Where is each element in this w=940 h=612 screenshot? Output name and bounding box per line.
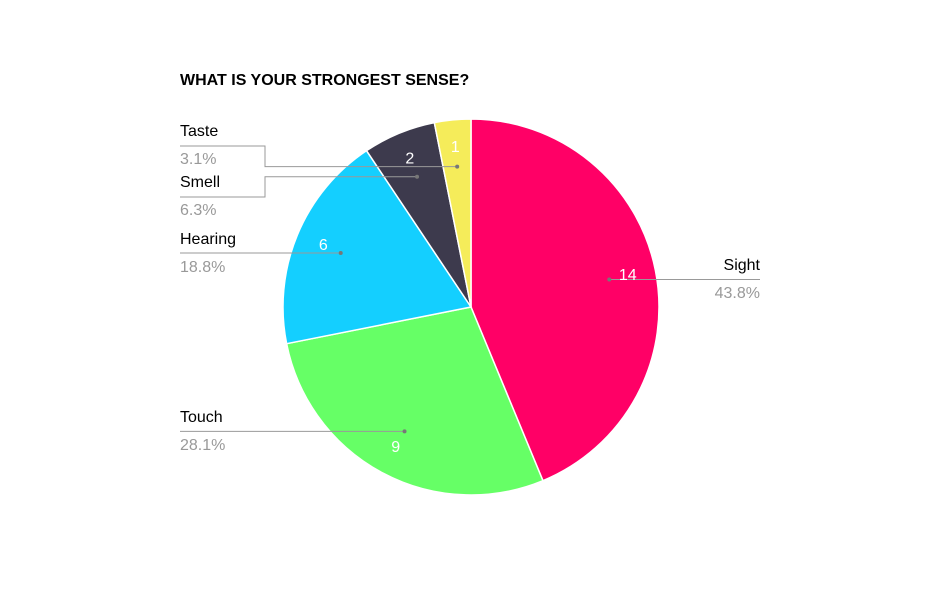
leader-dot (455, 164, 460, 169)
percent-label: 3.1% (180, 151, 216, 168)
leader-dot (338, 251, 343, 256)
pie-slice (433, 118, 472, 308)
category-label: Touch (180, 409, 223, 426)
value-label: 1 (451, 139, 460, 156)
leader-dot (402, 429, 407, 434)
leader-line (180, 176, 418, 198)
category-label: Taste (180, 123, 218, 140)
percent-label: 28.1% (180, 437, 225, 454)
category-label: Sight (724, 257, 761, 274)
pie-slice (470, 118, 660, 482)
category-label: Hearing (180, 231, 236, 248)
percent-label: 6.3% (180, 202, 216, 219)
leader-dot (415, 174, 420, 179)
value-label: 14 (619, 267, 637, 284)
pie-slice (285, 306, 544, 496)
value-label: 2 (405, 151, 414, 168)
percent-label: 43.8% (715, 285, 760, 302)
leader-dot (607, 277, 612, 282)
percent-label: 18.8% (180, 259, 225, 276)
value-label: 6 (319, 237, 328, 254)
value-label: 9 (391, 439, 400, 456)
leader-line (180, 145, 458, 168)
pie-slice (282, 149, 473, 345)
category-label: Smell (180, 174, 220, 191)
chart-title: WHAT IS YOUR STRONGEST SENSE? (180, 72, 469, 89)
